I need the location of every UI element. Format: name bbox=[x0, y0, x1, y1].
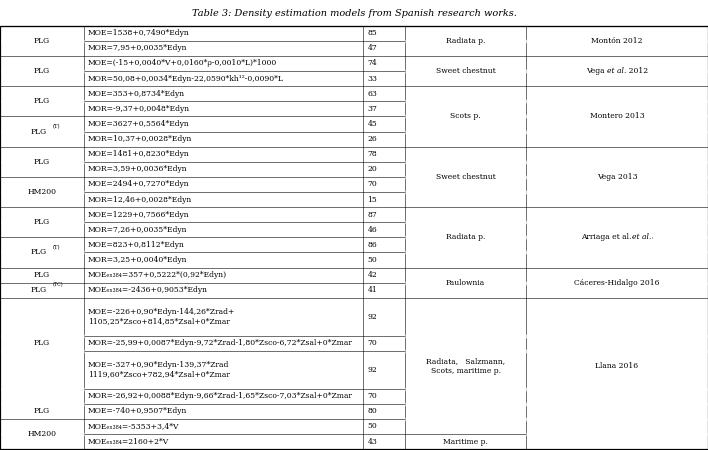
Text: 70: 70 bbox=[367, 180, 377, 189]
Text: MOE=(-15+0,0040*V+0,0160*ρ-0,0010*L)*1000: MOE=(-15+0,0040*V+0,0160*ρ-0,0010*L)*100… bbox=[88, 59, 277, 68]
Text: PLG: PLG bbox=[34, 218, 50, 226]
Text: MOE=1229+0,7566*Edyn: MOE=1229+0,7566*Edyn bbox=[88, 211, 190, 219]
Text: 92: 92 bbox=[367, 313, 377, 321]
Text: Radiata p.: Radiata p. bbox=[446, 234, 485, 241]
Text: PLG: PLG bbox=[34, 37, 50, 45]
Text: MOR=50,08+0,0034*Edyn-22,0590*kh¹²-0,0090*L: MOR=50,08+0,0034*Edyn-22,0590*kh¹²-0,009… bbox=[88, 75, 284, 83]
Text: 26: 26 bbox=[367, 135, 377, 143]
Text: et al.: et al. bbox=[607, 67, 627, 75]
Text: Table 3: Density estimation models from Spanish research works.: Table 3: Density estimation models from … bbox=[192, 9, 516, 18]
Text: 74: 74 bbox=[367, 59, 377, 68]
Text: Radiata p.: Radiata p. bbox=[446, 37, 485, 45]
Text: Arriaga et al. 2014: Arriaga et al. 2014 bbox=[581, 234, 653, 241]
Text: MOE=823+0,8112*Edyn: MOE=823+0,8112*Edyn bbox=[88, 241, 185, 249]
Text: 80: 80 bbox=[367, 407, 377, 415]
Text: 50: 50 bbox=[367, 423, 377, 430]
Text: 33: 33 bbox=[367, 75, 377, 83]
Text: Sweet chestnut: Sweet chestnut bbox=[435, 173, 496, 181]
Text: (TC): (TC) bbox=[53, 283, 64, 288]
Text: 63: 63 bbox=[367, 90, 377, 98]
Text: MOE=1538+0,7490*Edyn: MOE=1538+0,7490*Edyn bbox=[88, 29, 190, 37]
Text: PLG: PLG bbox=[34, 339, 50, 347]
Text: (T): (T) bbox=[53, 245, 61, 250]
Text: PLG: PLG bbox=[34, 407, 50, 415]
Text: 45: 45 bbox=[367, 120, 377, 128]
Text: MOR=-26,92+0,0088*Edyn-9,66*Zrad-1,65*Zsco-7,03*Zsal+0*Zmar: MOR=-26,92+0,0088*Edyn-9,66*Zrad-1,65*Zs… bbox=[88, 392, 353, 400]
Text: PLG: PLG bbox=[30, 286, 46, 294]
Text: Vega et al. 2012: Vega et al. 2012 bbox=[586, 67, 648, 75]
Text: Scots p.: Scots p. bbox=[450, 112, 481, 121]
Text: HM200: HM200 bbox=[28, 188, 56, 196]
Text: MOR=-9,37+0,0048*Edyn: MOR=-9,37+0,0048*Edyn bbox=[88, 105, 190, 113]
Text: HM200: HM200 bbox=[28, 430, 56, 438]
Text: Vega et al. 2012: Vega et al. 2012 bbox=[586, 67, 648, 75]
Text: PLG: PLG bbox=[34, 158, 50, 166]
Text: MOR=-25,99+0,0087*Edyn-9,72*Zrad-1,80*Zsco-6,72*Zsal+0*Zmar: MOR=-25,99+0,0087*Edyn-9,72*Zrad-1,80*Zs… bbox=[88, 339, 353, 347]
Text: PLG: PLG bbox=[30, 127, 46, 135]
Text: MOE=353+0,8734*Edyn: MOE=353+0,8734*Edyn bbox=[88, 90, 185, 98]
Text: MOEₑₙ₃₈₄=2160+2*V: MOEₑₙ₃₈₄=2160+2*V bbox=[88, 437, 169, 446]
Text: et al.: et al. bbox=[632, 234, 651, 241]
Text: PLG: PLG bbox=[34, 67, 50, 75]
Text: MOR=3,25+0,0040*Edyn: MOR=3,25+0,0040*Edyn bbox=[88, 256, 188, 264]
Text: et al.: et al. bbox=[607, 67, 627, 75]
Text: MOR=7,26+0,0035*Edyn: MOR=7,26+0,0035*Edyn bbox=[88, 226, 188, 234]
Text: 70: 70 bbox=[367, 339, 377, 347]
Text: Sweet chestnut: Sweet chestnut bbox=[435, 67, 496, 75]
Text: Cáceres-Hidalgo 2016: Cáceres-Hidalgo 2016 bbox=[574, 279, 660, 287]
Text: 37: 37 bbox=[367, 105, 377, 113]
Text: MOR=10,37+0,0028*Edyn: MOR=10,37+0,0028*Edyn bbox=[88, 135, 192, 143]
Text: 92: 92 bbox=[367, 366, 377, 374]
Text: 42: 42 bbox=[367, 271, 377, 279]
Text: 70: 70 bbox=[367, 392, 377, 400]
Text: MOEₑₙ₃₈₄=-2436+0,9053*Edyn: MOEₑₙ₃₈₄=-2436+0,9053*Edyn bbox=[88, 286, 207, 294]
Text: 20: 20 bbox=[367, 165, 377, 173]
Text: 87: 87 bbox=[367, 211, 377, 219]
Text: 46: 46 bbox=[367, 226, 377, 234]
Text: 86: 86 bbox=[367, 241, 377, 249]
Text: 15: 15 bbox=[367, 196, 377, 203]
Text: PLG: PLG bbox=[34, 271, 50, 279]
Text: MOEₑₙ₃₈₄=-5353+3,4*V: MOEₑₙ₃₈₄=-5353+3,4*V bbox=[88, 423, 179, 430]
Text: PLG: PLG bbox=[34, 97, 50, 105]
Text: MOE=-226+0,90*Edyn-144,26*Zrad+
1105,25*Zsco+814,85*Zsal+0*Zmar: MOE=-226+0,90*Edyn-144,26*Zrad+ 1105,25*… bbox=[88, 308, 235, 325]
Text: Llana 2016: Llana 2016 bbox=[595, 362, 639, 370]
Text: MOEₑₙ₃₈₄=357+0,5222*(0,92*Edyn): MOEₑₙ₃₈₄=357+0,5222*(0,92*Edyn) bbox=[88, 271, 227, 279]
Text: Maritime p.: Maritime p. bbox=[443, 437, 488, 446]
Text: MOE=2494+0,7270*Edyn: MOE=2494+0,7270*Edyn bbox=[88, 180, 190, 189]
Text: Montón 2012: Montón 2012 bbox=[591, 37, 643, 45]
Text: 85: 85 bbox=[367, 29, 377, 37]
Text: Montero 2013: Montero 2013 bbox=[590, 112, 644, 121]
Text: et al.: et al. bbox=[632, 234, 651, 241]
Text: MOR=12,46+0,0028*Edyn: MOR=12,46+0,0028*Edyn bbox=[88, 196, 192, 203]
Text: 43: 43 bbox=[367, 437, 377, 446]
Text: 47: 47 bbox=[367, 45, 377, 52]
Text: 41: 41 bbox=[367, 286, 377, 294]
Text: MOE=-327+0,90*Edyn-139,37*Zrad
1119,60*Zsco+782,94*Zsal+0*Zmar: MOE=-327+0,90*Edyn-139,37*Zrad 1119,60*Z… bbox=[88, 361, 229, 378]
Text: 50: 50 bbox=[367, 256, 377, 264]
Text: MOR=3,59+0,0036*Edyn: MOR=3,59+0,0036*Edyn bbox=[88, 165, 188, 173]
Text: MOE=1481+0,8230*Edyn: MOE=1481+0,8230*Edyn bbox=[88, 150, 190, 158]
Text: MOE=-740+0,9507*Edyn: MOE=-740+0,9507*Edyn bbox=[88, 407, 187, 415]
Text: PLG: PLG bbox=[30, 248, 46, 256]
Text: Arriaga et al. 2014: Arriaga et al. 2014 bbox=[581, 234, 653, 241]
Text: (T): (T) bbox=[53, 124, 61, 129]
Text: MOE=3627+0,5564*Edyn: MOE=3627+0,5564*Edyn bbox=[88, 120, 190, 128]
Text: MOR=7,95+0,0035*Edyn: MOR=7,95+0,0035*Edyn bbox=[88, 45, 188, 52]
Text: Paulownia: Paulownia bbox=[446, 279, 485, 287]
Text: 78: 78 bbox=[367, 150, 377, 158]
Text: Radiata,   Salzmann,
Scots, maritime p.: Radiata, Salzmann, Scots, maritime p. bbox=[426, 357, 505, 374]
Text: Vega 2013: Vega 2013 bbox=[597, 173, 637, 181]
